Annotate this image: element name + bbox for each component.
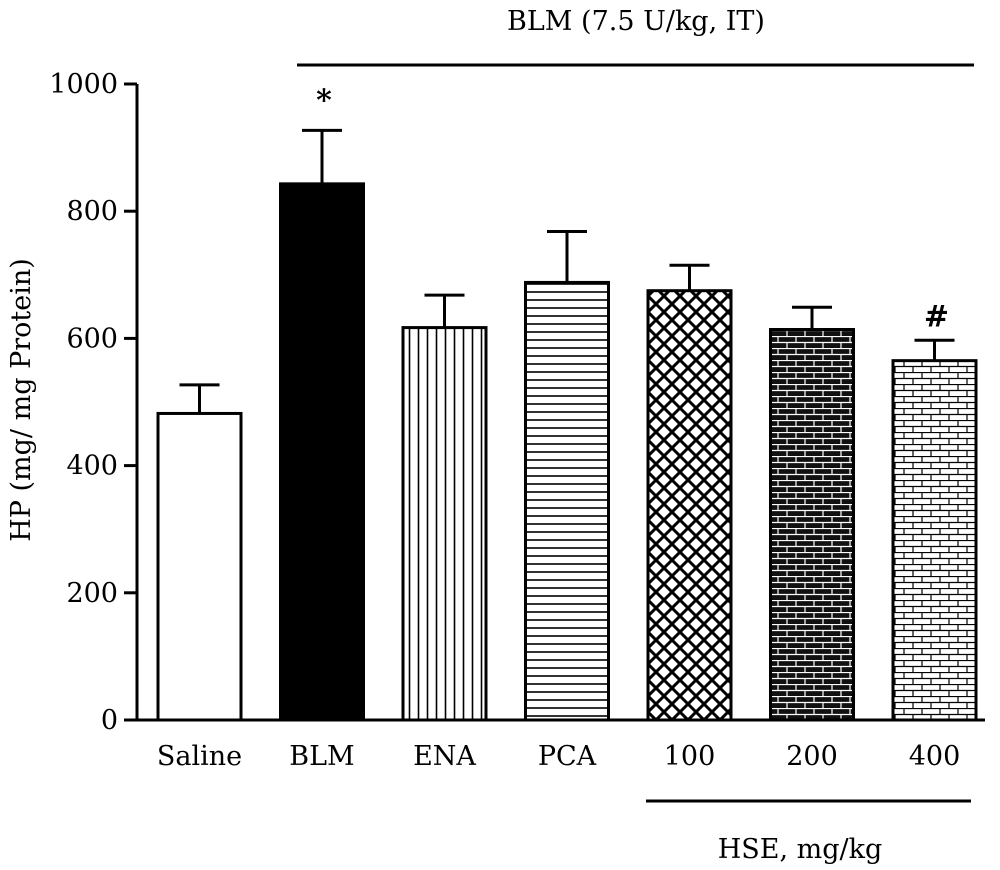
category-label: BLM (289, 741, 354, 772)
bar (524, 280, 610, 722)
error-bars (179, 128, 955, 414)
category-labels: Saline BLM ENA PCA 100 200 400 (157, 741, 960, 772)
bar (156, 411, 243, 722)
bar (279, 182, 365, 722)
bars (156, 182, 978, 722)
category-label: ENA (413, 741, 476, 772)
y-tick-label: 800 (66, 196, 118, 227)
significance-mark: * (316, 83, 332, 118)
significance-mark: # (924, 299, 949, 334)
y-tick-label: 200 (66, 578, 118, 609)
y-tick-label: 600 (66, 323, 118, 354)
group-label: HSE, mg/kg (718, 834, 883, 865)
group-brackets: BLM (7.5 U/kg, IT) HSE, mg/kg (297, 6, 974, 865)
y-tick-label: 0 (101, 705, 118, 736)
category-label: Saline (157, 741, 242, 772)
bar (401, 326, 488, 722)
category-label: 400 (909, 741, 961, 772)
category-label: PCA (538, 741, 597, 772)
y-tick-label: 1000 (49, 69, 118, 100)
significance-marks: *# (316, 83, 949, 334)
bar (891, 359, 978, 722)
category-label: 100 (664, 741, 716, 772)
group-label: BLM (7.5 U/kg, IT) (507, 6, 765, 37)
y-axis-label: HP (mg/ mg Protein) (6, 258, 37, 542)
y-ticks: 0 200 400 600 800 1000 (49, 69, 137, 736)
bar (769, 327, 855, 722)
y-tick-label: 400 (66, 451, 118, 482)
bar (646, 289, 733, 722)
category-label: 200 (786, 741, 838, 772)
